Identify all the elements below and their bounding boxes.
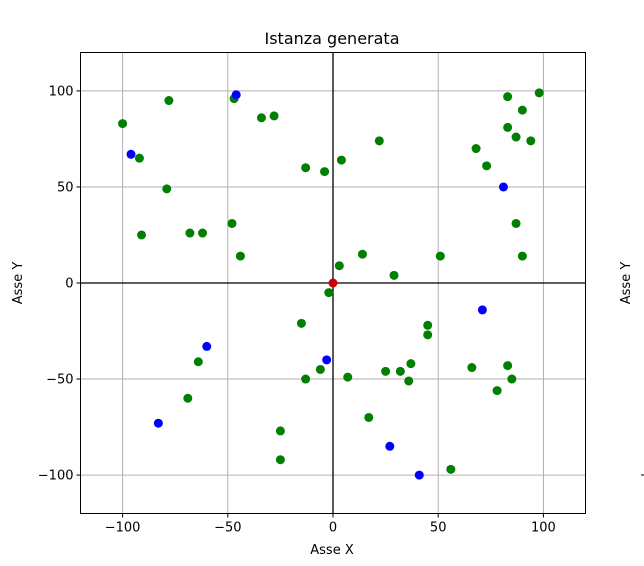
data-point bbox=[503, 361, 513, 371]
data-point bbox=[471, 144, 481, 154]
data-point bbox=[202, 341, 212, 351]
data-point bbox=[404, 376, 414, 386]
y-tick-label: −100 bbox=[38, 469, 74, 484]
data-point bbox=[511, 218, 521, 228]
data-point bbox=[185, 228, 195, 238]
y-tick-label: −50 bbox=[46, 373, 73, 388]
data-point bbox=[334, 261, 344, 271]
data-point bbox=[414, 470, 424, 480]
data-point bbox=[315, 364, 325, 374]
data-point bbox=[503, 92, 513, 102]
data-point bbox=[517, 251, 527, 261]
data-point bbox=[507, 374, 517, 384]
data-point bbox=[406, 359, 416, 369]
data-point bbox=[492, 386, 502, 396]
data-point bbox=[435, 251, 445, 261]
x-tick-label: −100 bbox=[105, 521, 141, 536]
data-point bbox=[482, 161, 492, 171]
data-point bbox=[301, 163, 311, 173]
data-point bbox=[231, 90, 241, 100]
y-tick-label: 0 bbox=[65, 277, 73, 292]
data-point bbox=[357, 249, 367, 259]
data-point bbox=[126, 149, 136, 159]
data-point bbox=[395, 366, 405, 376]
x-tick-label: 0 bbox=[329, 521, 337, 536]
data-point bbox=[336, 155, 346, 165]
data-point bbox=[164, 96, 174, 106]
data-point bbox=[162, 184, 172, 194]
data-point bbox=[343, 372, 353, 382]
data-point bbox=[517, 105, 527, 115]
data-point bbox=[503, 122, 513, 132]
data-point bbox=[423, 320, 433, 330]
data-point bbox=[275, 455, 285, 465]
data-point bbox=[389, 270, 399, 280]
data-point bbox=[467, 363, 477, 373]
data-point bbox=[320, 167, 330, 177]
data-point bbox=[534, 88, 544, 98]
data-point bbox=[227, 218, 237, 228]
data-point bbox=[423, 330, 433, 340]
data-point bbox=[385, 441, 395, 451]
data-point bbox=[511, 132, 521, 142]
data-point bbox=[296, 318, 306, 328]
data-points bbox=[118, 88, 544, 480]
data-point bbox=[235, 251, 245, 261]
x-tick-label: 50 bbox=[430, 521, 447, 536]
data-point bbox=[498, 182, 508, 192]
data-point bbox=[198, 228, 208, 238]
x-tick-label: 100 bbox=[531, 521, 556, 536]
data-point bbox=[324, 288, 334, 298]
y-tick-label: 50 bbox=[57, 180, 74, 195]
data-point bbox=[153, 418, 163, 428]
data-point bbox=[137, 230, 147, 240]
data-point bbox=[183, 393, 193, 403]
data-point bbox=[364, 412, 374, 422]
data-point bbox=[322, 355, 332, 365]
axis-ticks: −100 −50 0 50 100 −100 −50 0 50 100 bbox=[38, 84, 556, 535]
x-tick-label: −50 bbox=[214, 521, 241, 536]
data-point bbox=[374, 136, 384, 146]
data-point bbox=[477, 305, 487, 315]
y-tick-label: 100 bbox=[49, 84, 74, 99]
data-point bbox=[381, 366, 391, 376]
y-axis-title: Asse Y bbox=[11, 262, 26, 305]
data-point bbox=[118, 119, 128, 129]
second-panel-y-axis-title: Asse Y bbox=[619, 262, 634, 305]
data-point bbox=[269, 111, 279, 121]
data-point bbox=[526, 136, 536, 146]
data-point bbox=[275, 426, 285, 436]
data-point bbox=[446, 464, 456, 474]
data-point bbox=[134, 153, 144, 163]
data-point bbox=[328, 278, 338, 288]
chart-title: Istanza generata bbox=[264, 29, 399, 48]
data-point bbox=[256, 113, 266, 123]
data-point bbox=[193, 357, 203, 367]
x-axis-title: Asse X bbox=[310, 543, 354, 558]
data-point bbox=[301, 374, 311, 384]
